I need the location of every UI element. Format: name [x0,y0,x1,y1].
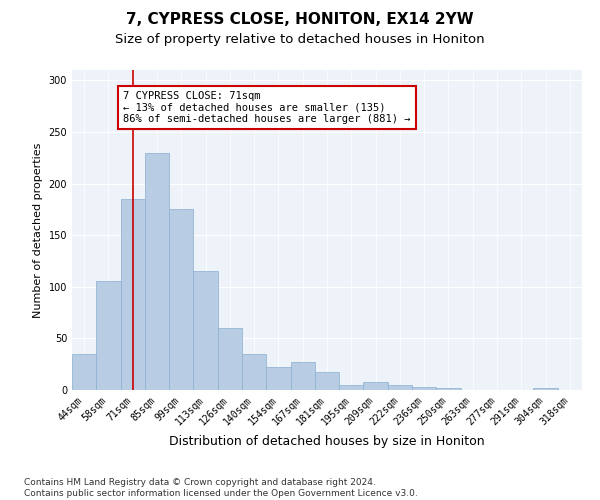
Text: Size of property relative to detached houses in Honiton: Size of property relative to detached ho… [115,32,485,46]
Bar [169,210,193,390]
Text: 7, CYPRESS CLOSE, HONITON, EX14 2YW: 7, CYPRESS CLOSE, HONITON, EX14 2YW [126,12,474,28]
Bar [145,152,169,390]
Bar [72,354,96,390]
Bar [121,199,145,390]
Bar [193,272,218,390]
Bar [339,385,364,390]
Bar [242,354,266,390]
Bar [290,362,315,390]
Bar [315,372,339,390]
Bar [364,382,388,390]
Bar [96,280,121,390]
Text: Contains HM Land Registry data © Crown copyright and database right 2024.
Contai: Contains HM Land Registry data © Crown c… [24,478,418,498]
Bar [218,328,242,390]
Y-axis label: Number of detached properties: Number of detached properties [33,142,43,318]
Text: 7 CYPRESS CLOSE: 71sqm
← 13% of detached houses are smaller (135)
86% of semi-de: 7 CYPRESS CLOSE: 71sqm ← 13% of detached… [123,91,410,124]
Bar [436,388,461,390]
Bar [533,388,558,390]
X-axis label: Distribution of detached houses by size in Honiton: Distribution of detached houses by size … [169,435,485,448]
Bar [388,385,412,390]
Bar [266,368,290,390]
Bar [412,387,436,390]
